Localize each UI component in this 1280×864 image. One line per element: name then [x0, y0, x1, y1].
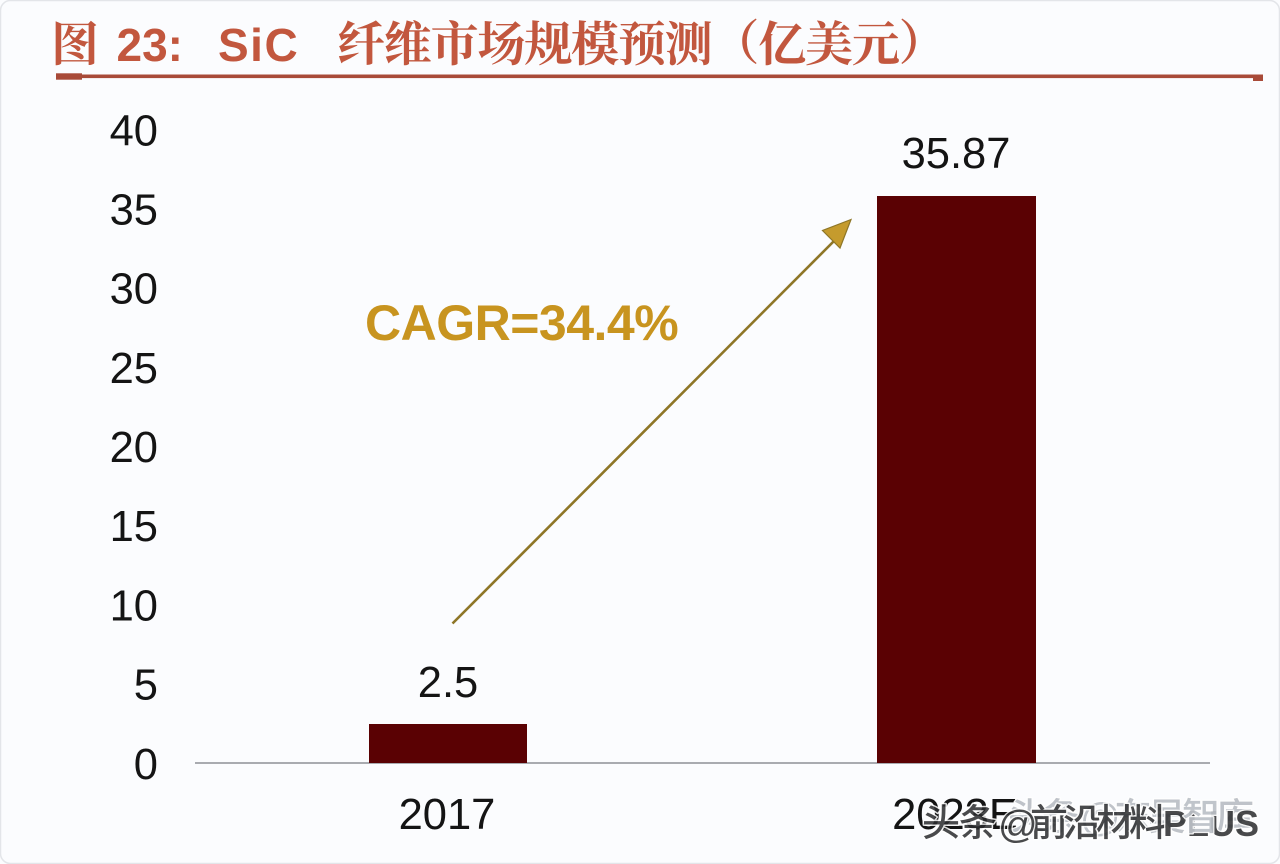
svg-text:25: 25	[110, 345, 158, 393]
svg-text:2017: 2017	[399, 791, 496, 839]
svg-text:CAGR=34.4%: CAGR=34.4%	[365, 295, 678, 351]
svg-text:23:: 23:	[117, 19, 183, 71]
svg-text:35: 35	[110, 187, 158, 235]
svg-text:10: 10	[110, 582, 158, 630]
svg-text:15: 15	[110, 503, 158, 551]
svg-text:35.87: 35.87	[902, 130, 1011, 178]
svg-text:20: 20	[110, 424, 158, 472]
svg-text:5: 5	[134, 662, 158, 710]
svg-text:2023E: 2023E	[892, 791, 1018, 839]
svg-text:SiC: SiC	[218, 19, 299, 71]
svg-text:40: 40	[110, 107, 158, 155]
svg-text:@: @	[998, 804, 1038, 847]
svg-text:0: 0	[134, 741, 158, 789]
svg-text:2.5: 2.5	[418, 659, 478, 707]
svg-text:30: 30	[110, 266, 158, 314]
